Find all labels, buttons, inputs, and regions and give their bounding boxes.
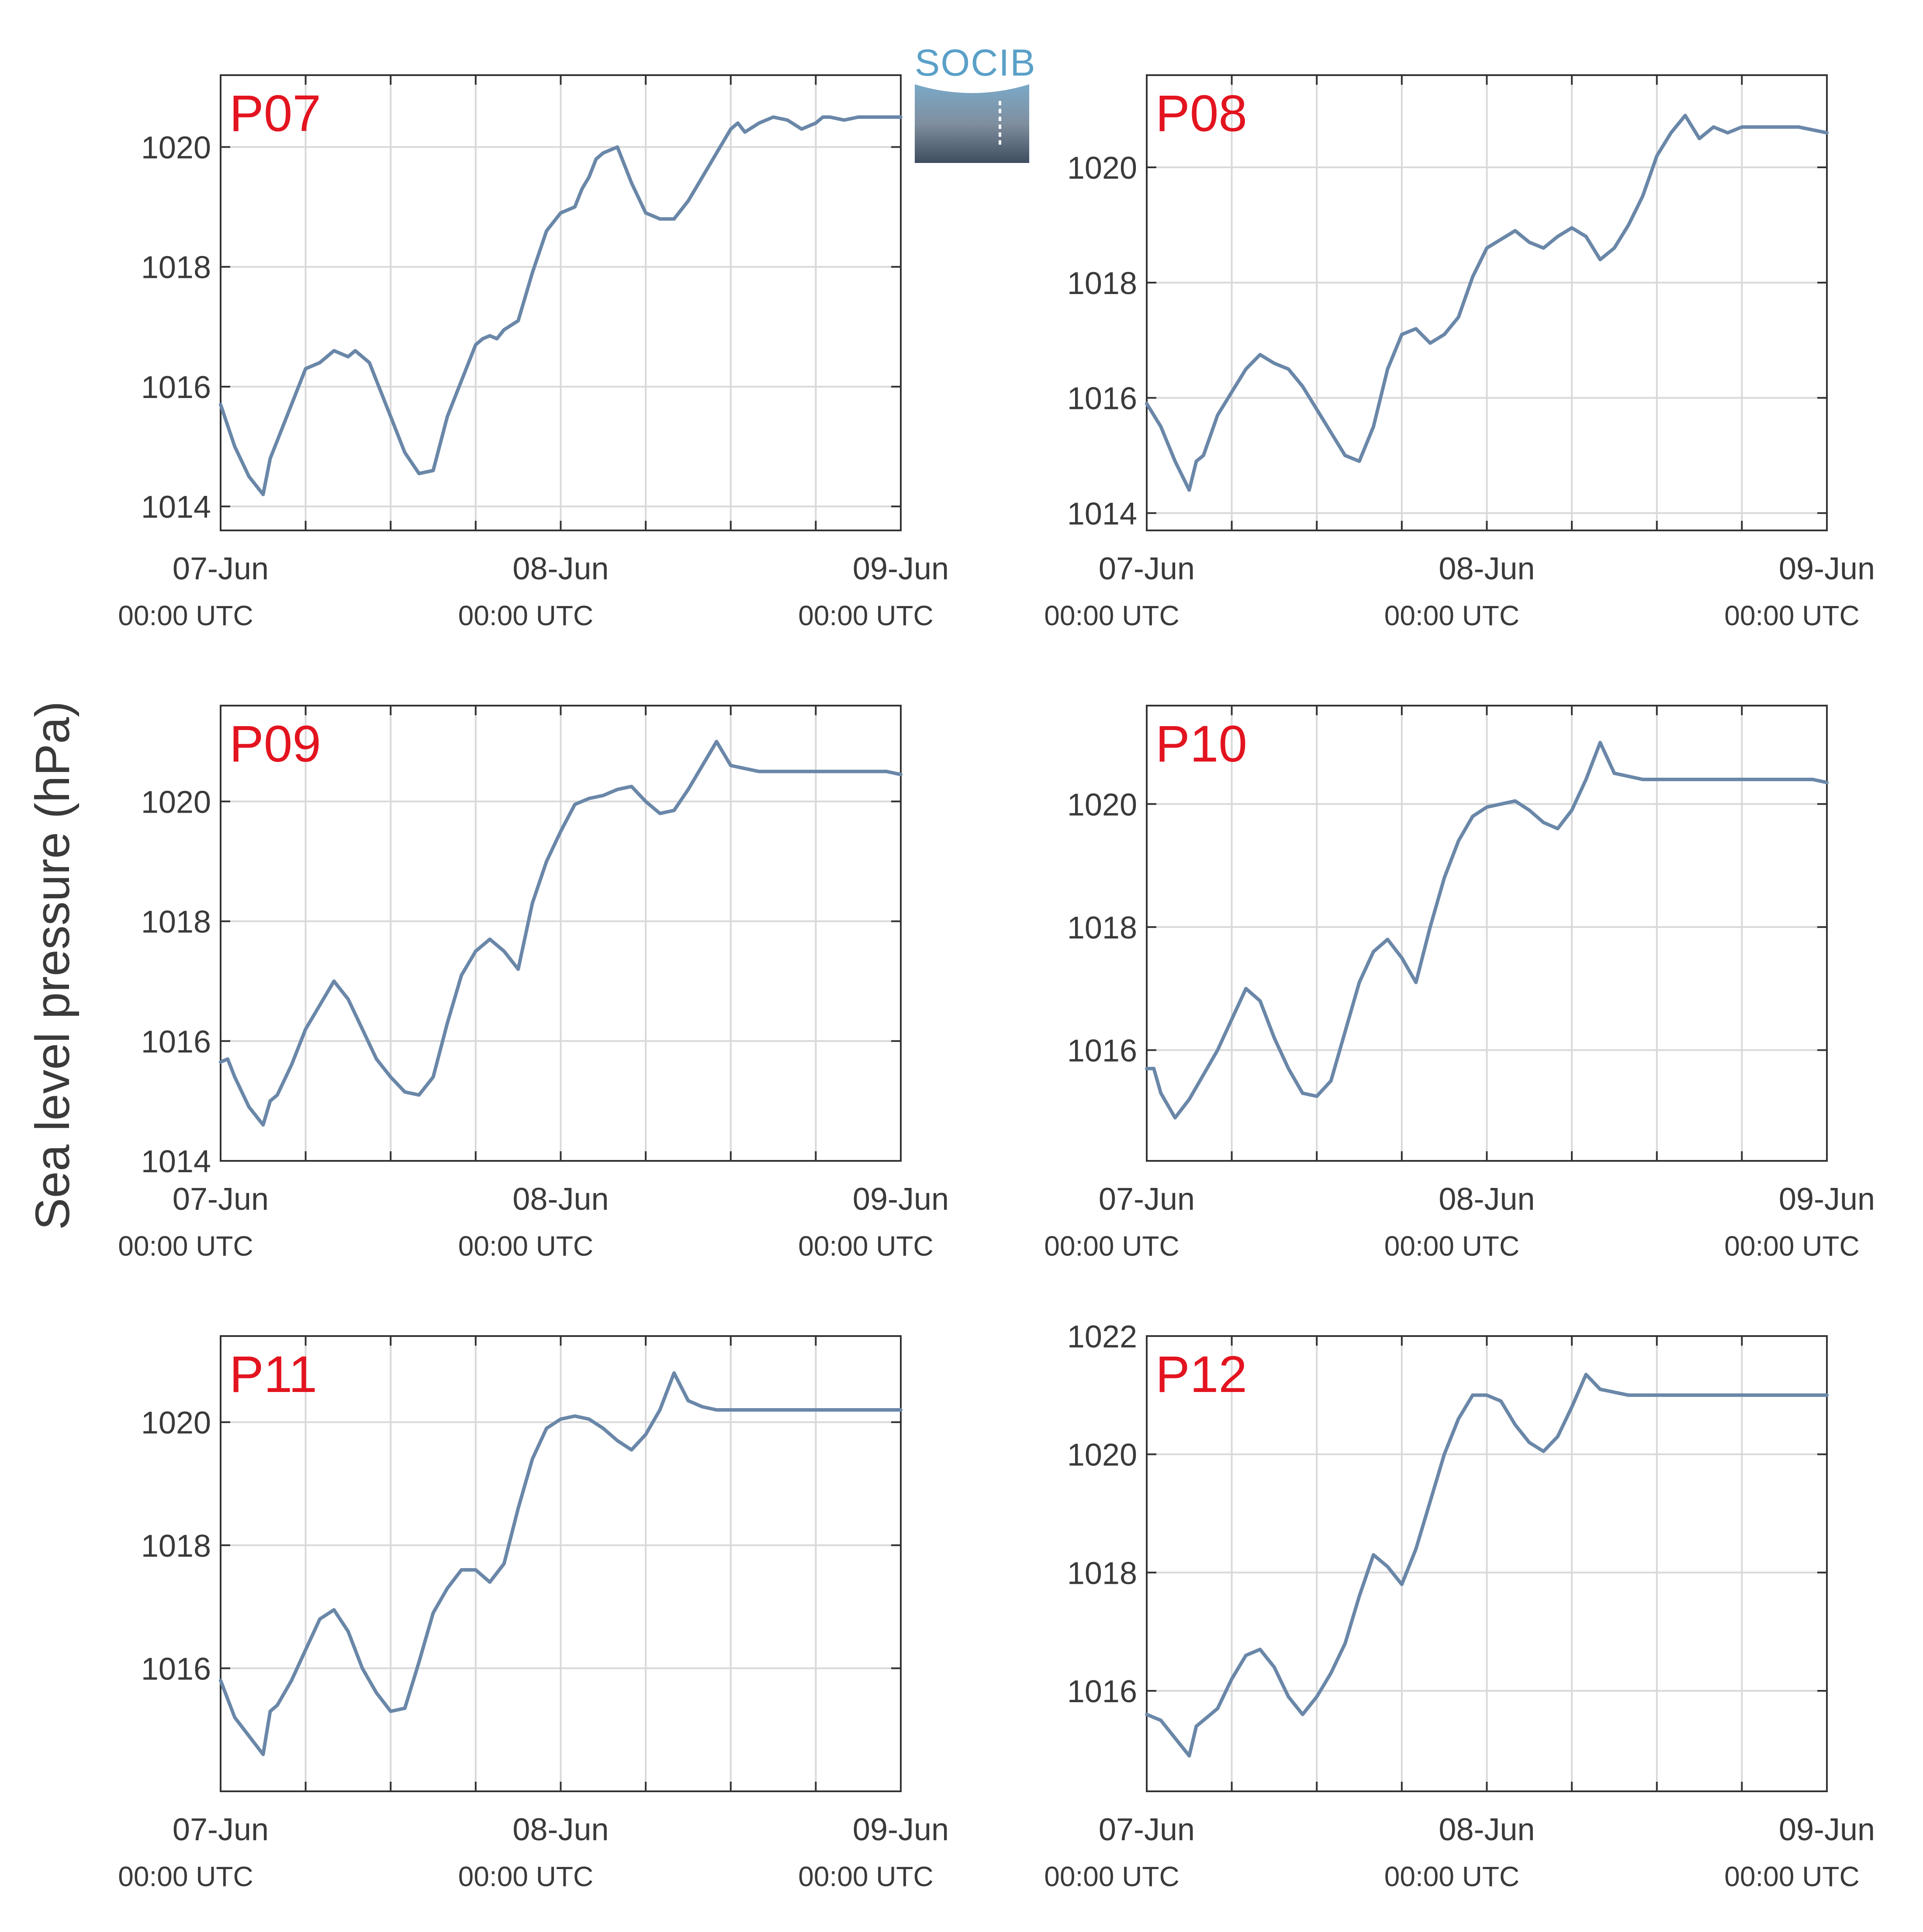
x-tick-label-date: 07-Jun bbox=[1099, 1182, 1195, 1217]
axes-frame bbox=[220, 74, 902, 531]
x-tick-label-time: 00:00 UTC bbox=[1384, 1861, 1519, 1892]
x-tick-label-time: 00:00 UTC bbox=[1044, 1230, 1179, 1262]
panel-title: P09 bbox=[229, 715, 321, 773]
y-tick-label: 1018 bbox=[1067, 1556, 1137, 1591]
panel-p12: 1016 1018 1020 1022 07-Jun 00:00 UTC 08-Jun 00:… bbox=[1044, 1319, 1875, 1892]
series-line bbox=[219, 1371, 903, 1756]
y-tick-label: 1014 bbox=[141, 490, 211, 525]
y-tick-label: 1020 bbox=[1067, 151, 1137, 186]
y-tick-label: 1016 bbox=[141, 1652, 211, 1686]
axes-frame bbox=[1146, 1335, 1828, 1792]
socib-logo: SOCIB bbox=[915, 42, 1036, 163]
x-tick-label-date: 08-Jun bbox=[1439, 1182, 1535, 1217]
series-line bbox=[1145, 741, 1829, 1120]
x-tick-label-time: 00:00 UTC bbox=[798, 1861, 933, 1892]
y-tick-label: 1016 bbox=[1067, 381, 1137, 416]
x-tick-label-time: 00:00 UTC bbox=[1044, 600, 1179, 631]
y-tick-label: 1014 bbox=[141, 1144, 211, 1179]
y-tick-label: 1016 bbox=[1067, 1034, 1137, 1069]
x-tick-label-date: 09-Jun bbox=[853, 551, 949, 586]
y-tick-label: 1014 bbox=[1067, 496, 1137, 531]
panel-p09: 1014 1016 1018 1020 07-Jun 00:00 UTC 08-Jun 00:… bbox=[118, 705, 949, 1262]
y-tick-label: 1018 bbox=[1067, 266, 1137, 301]
x-tick-label-time: 00:00 UTC bbox=[1384, 600, 1519, 631]
x-tick-label-date: 08-Jun bbox=[1439, 551, 1535, 586]
x-tick-label-time: 00:00 UTC bbox=[1724, 600, 1859, 631]
panel-title: P12 bbox=[1155, 1346, 1247, 1403]
x-tick-label-date: 07-Jun bbox=[173, 1182, 269, 1217]
x-tick-label-time: 00:00 UTC bbox=[798, 1230, 933, 1262]
series-line bbox=[1145, 114, 1829, 492]
x-tick-label-date: 09-Jun bbox=[1779, 1812, 1875, 1847]
x-tick-label-date: 09-Jun bbox=[853, 1812, 949, 1847]
x-tick-label-date: 09-Jun bbox=[853, 1182, 949, 1217]
panel-title: P08 bbox=[1155, 85, 1247, 142]
y-tick-label: 1020 bbox=[1067, 787, 1137, 822]
y-tick-label: 1020 bbox=[1067, 1438, 1137, 1473]
x-tick-label-time: 00:00 UTC bbox=[1724, 1861, 1859, 1892]
y-tick-label: 1018 bbox=[141, 250, 211, 285]
panel-p11: 1016 1018 1020 07-Jun 00:00 UTC 08-Jun 00:00 U… bbox=[118, 1335, 949, 1892]
x-tick-label-date: 09-Jun bbox=[1779, 1182, 1875, 1217]
logo-graphic bbox=[915, 84, 1029, 163]
panel-p07: 1014 1016 1018 1020 07-Jun 00:00 UTC 08-Jun 00:… bbox=[118, 74, 949, 631]
x-tick-label-date: 07-Jun bbox=[1099, 1812, 1195, 1847]
y-tick-label: 1016 bbox=[1067, 1674, 1137, 1709]
x-tick-label-time: 00:00 UTC bbox=[1724, 1230, 1859, 1262]
x-tick-label-date: 09-Jun bbox=[1779, 551, 1875, 586]
panel-title: P11 bbox=[229, 1346, 317, 1403]
x-tick-label-time: 00:00 UTC bbox=[118, 600, 253, 631]
panel-p10: 1016 1018 1020 07-Jun 00:00 UTC 08-Jun 00:00 U… bbox=[1044, 705, 1875, 1262]
x-tick-label-date: 08-Jun bbox=[512, 551, 609, 586]
series-line bbox=[219, 115, 903, 496]
y-tick-label: 1016 bbox=[141, 370, 211, 405]
series-line bbox=[1145, 1373, 1829, 1758]
x-tick-label-time: 00:00 UTC bbox=[118, 1861, 253, 1892]
x-tick-label-time: 00:00 UTC bbox=[118, 1230, 253, 1262]
x-tick-label-time: 00:00 UTC bbox=[1044, 1861, 1179, 1892]
x-tick-label-date: 08-Jun bbox=[512, 1182, 609, 1217]
x-tick-label-date: 08-Jun bbox=[1439, 1812, 1535, 1847]
x-tick-label-date: 08-Jun bbox=[512, 1812, 609, 1847]
panel-title: P10 bbox=[1155, 715, 1247, 773]
x-tick-label-time: 00:00 UTC bbox=[458, 1861, 593, 1892]
x-tick-label-date: 07-Jun bbox=[173, 1812, 269, 1847]
y-tick-label: 1020 bbox=[141, 131, 211, 166]
panel-title: P07 bbox=[229, 85, 321, 142]
axes-frame bbox=[220, 705, 902, 1162]
x-tick-label-date: 07-Jun bbox=[173, 551, 269, 586]
x-tick-label-time: 00:00 UTC bbox=[798, 600, 933, 631]
axes-frame bbox=[1146, 74, 1828, 531]
y-tick-label: 1018 bbox=[141, 1529, 211, 1564]
x-tick-label-time: 00:00 UTC bbox=[1384, 1230, 1519, 1262]
panel-p08: 1014 1016 1018 1020 07-Jun 00:00 UTC 08-Jun 00:… bbox=[1044, 74, 1875, 631]
logo-text: SOCIB bbox=[915, 42, 1036, 84]
x-tick-label-time: 00:00 UTC bbox=[458, 1230, 593, 1262]
y-tick-label: 1022 bbox=[1067, 1319, 1137, 1354]
y-axis-label: Sea level pressure (hPa) bbox=[26, 701, 80, 1230]
y-tick-label: 1018 bbox=[1067, 911, 1137, 945]
y-tick-label: 1016 bbox=[141, 1025, 211, 1059]
y-tick-label: 1020 bbox=[141, 1406, 211, 1440]
x-tick-label-time: 00:00 UTC bbox=[458, 600, 593, 631]
axes-frame bbox=[220, 1335, 902, 1792]
axes-frame bbox=[1146, 705, 1828, 1162]
x-tick-label-date: 07-Jun bbox=[1099, 551, 1195, 586]
series-line bbox=[219, 740, 903, 1127]
y-tick-label: 1018 bbox=[141, 905, 211, 940]
y-tick-label: 1020 bbox=[141, 785, 211, 820]
